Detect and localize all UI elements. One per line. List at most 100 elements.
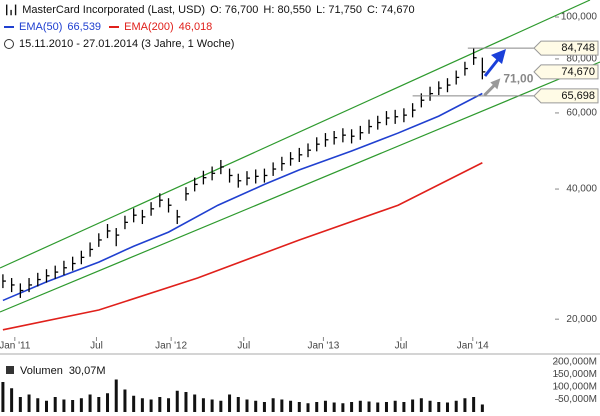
x-tick-label: Jan '12 bbox=[155, 341, 187, 352]
volume-bar bbox=[106, 393, 110, 412]
legend-title: MasterCard Incorporated (Last, USD) bbox=[22, 4, 206, 16]
volume-bar bbox=[27, 394, 31, 412]
level-label: 65,698 bbox=[561, 90, 595, 102]
legend-ema50-value: 66,539 bbox=[67, 21, 102, 33]
quote: O: 76,700 bbox=[210, 4, 259, 16]
volume-title: Volumen bbox=[20, 365, 63, 377]
y-tick-label: 50,000M bbox=[558, 394, 597, 405]
volume-bar bbox=[411, 399, 415, 412]
level-label: 74,670 bbox=[561, 66, 595, 78]
volume-bar bbox=[445, 402, 449, 412]
volume-bar bbox=[245, 399, 249, 412]
target-arrow-head bbox=[490, 78, 501, 90]
legend-ema200: EMA(200) bbox=[124, 21, 174, 33]
legend-ema200-value: 46,018 bbox=[178, 21, 213, 33]
ema-line bbox=[2, 162, 483, 331]
volume-bar bbox=[254, 400, 258, 412]
legend-row: 15.11.2010 - 27.01.2014 (3 Jahre, 1 Woch… bbox=[4, 36, 425, 53]
volume-bar bbox=[62, 399, 66, 412]
y-tick-label: 20,000 bbox=[566, 314, 597, 325]
y-tick-label: 60,000 bbox=[566, 108, 597, 119]
x-tick-label: Jul bbox=[237, 341, 250, 352]
level-box bbox=[533, 64, 599, 80]
volume-bar bbox=[44, 400, 48, 412]
volume-bar bbox=[36, 398, 40, 412]
volume-bar bbox=[236, 397, 240, 412]
volume-bar bbox=[184, 392, 188, 412]
level-box bbox=[533, 40, 599, 56]
bar-icon: ┃╻┃ bbox=[4, 5, 18, 15]
quotes: O: 76,700 H: 80,550 L: 71,750 C: 74,670 bbox=[210, 4, 420, 16]
volume-icon bbox=[6, 366, 14, 374]
volume-bar bbox=[358, 400, 362, 412]
ema-line bbox=[2, 92, 483, 302]
volume-bar bbox=[376, 402, 380, 412]
volume-bar bbox=[454, 400, 458, 412]
target-label: 71,00 bbox=[503, 72, 533, 86]
volume-bar bbox=[53, 397, 57, 412]
volume-bar bbox=[158, 397, 162, 412]
legend-ema50: EMA(50) bbox=[19, 21, 63, 33]
x-tick-label: Jan '14 bbox=[457, 341, 489, 352]
quote: C: 74,670 bbox=[366, 4, 415, 16]
y-tick-label: 40,000 bbox=[566, 184, 597, 195]
volume-bar bbox=[228, 394, 232, 412]
volume-bar bbox=[306, 403, 310, 412]
volume-bar bbox=[419, 398, 423, 412]
volume-bar bbox=[97, 397, 101, 412]
x-tick-label: Jul bbox=[90, 341, 103, 352]
volume-bar bbox=[341, 403, 345, 412]
volume-bar bbox=[18, 397, 22, 412]
volume-bar bbox=[463, 398, 467, 412]
quote: L: 71,750 bbox=[316, 4, 362, 16]
volume-bar bbox=[271, 398, 275, 412]
volume-bar bbox=[323, 400, 327, 412]
legend-row: EMA(50) 66,539 EMA(200) 46,018 bbox=[4, 19, 425, 36]
volume-bar bbox=[1, 382, 5, 412]
y-tick-label: 80,000 bbox=[566, 54, 597, 65]
volume-bar bbox=[123, 389, 127, 412]
y-tick-label: 100,000M bbox=[553, 382, 597, 393]
trend-arrow-head bbox=[491, 49, 506, 64]
channel-upper bbox=[0, 0, 591, 269]
volume-bar bbox=[149, 399, 153, 412]
y-tick-label: 100,000 bbox=[561, 12, 598, 23]
level-label: 84,748 bbox=[561, 42, 595, 54]
volume-bar bbox=[10, 388, 14, 412]
volume-bar bbox=[393, 400, 397, 412]
volume-bar bbox=[210, 399, 214, 412]
volume-bar bbox=[193, 394, 197, 412]
volume-bar bbox=[472, 397, 476, 412]
volume-bar bbox=[384, 402, 388, 412]
ema-icon bbox=[109, 26, 120, 29]
x-tick-label: Jul bbox=[395, 341, 408, 352]
volume-bar bbox=[140, 398, 144, 412]
x-tick-label: Jan '13 bbox=[307, 341, 339, 352]
legend: ┃╻┃ MasterCard Incorporated (Last, USD) O:… bbox=[4, 2, 425, 53]
level-box bbox=[533, 88, 599, 104]
legend-row: ┃╻┃ MasterCard Incorporated (Last, USD) O:… bbox=[4, 2, 425, 19]
volume-bar bbox=[167, 398, 171, 412]
ema-icon bbox=[4, 26, 14, 29]
y-tick-label: 200,000M bbox=[553, 357, 597, 368]
volume-bar bbox=[88, 394, 92, 412]
quote: H: 80,550 bbox=[263, 4, 312, 16]
volume-bar bbox=[71, 400, 75, 412]
volume-bar bbox=[428, 400, 432, 412]
volume-bar bbox=[79, 398, 83, 412]
volume-bar bbox=[332, 402, 336, 412]
x-tick-label: Jan '11 bbox=[0, 341, 31, 352]
y-tick-label: 150,000M bbox=[553, 369, 597, 380]
channel-lower bbox=[0, 61, 600, 313]
volume-bar bbox=[289, 400, 293, 412]
volume-bar bbox=[402, 402, 406, 412]
volume-value: 30,07M bbox=[69, 365, 106, 377]
volume-bar bbox=[480, 404, 484, 412]
volume-bar bbox=[114, 379, 118, 412]
volume-bar bbox=[280, 399, 284, 412]
volume-bar bbox=[437, 402, 441, 412]
volume-bar bbox=[262, 402, 266, 412]
volume-bar bbox=[297, 402, 301, 412]
